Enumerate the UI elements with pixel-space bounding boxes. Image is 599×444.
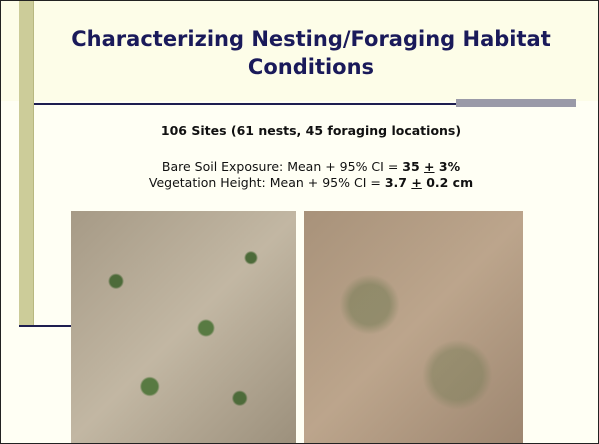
error: 3% — [438, 159, 461, 174]
error: 0.2 cm — [426, 175, 474, 190]
divider-accent — [456, 99, 576, 107]
side-line — [19, 325, 77, 327]
header-background — [1, 1, 598, 101]
stat-label: Bare Soil Exposure: Mean + 95% CI = — [161, 159, 399, 174]
value: 3.7 — [384, 175, 407, 190]
slide-title: Characterizing Nesting/Foraging Habitat … — [71, 27, 551, 79]
photo-cracked-soil — [304, 211, 523, 443]
stat-label: Vegetation Height: Mean + 95% CI = — [148, 175, 381, 190]
subtitle: 106 Sites (61 nests, 45 foraging locatio… — [160, 123, 462, 138]
photo-vegetated-soil — [71, 211, 296, 443]
stat-value: 3.7 + 0.2 cm — [385, 175, 473, 190]
stat-line: Bare Soil Exposure: Mean + 95% CI = 35 +… — [41, 159, 581, 174]
divider-line — [34, 103, 576, 105]
sign: + — [411, 175, 422, 190]
value: 35 — [402, 159, 420, 174]
stat-line: Vegetation Height: Mean + 95% CI = 3.7 +… — [41, 175, 581, 190]
stat-value: 35 + 3% — [402, 159, 460, 174]
side-band — [19, 1, 34, 327]
sign: + — [424, 159, 435, 174]
